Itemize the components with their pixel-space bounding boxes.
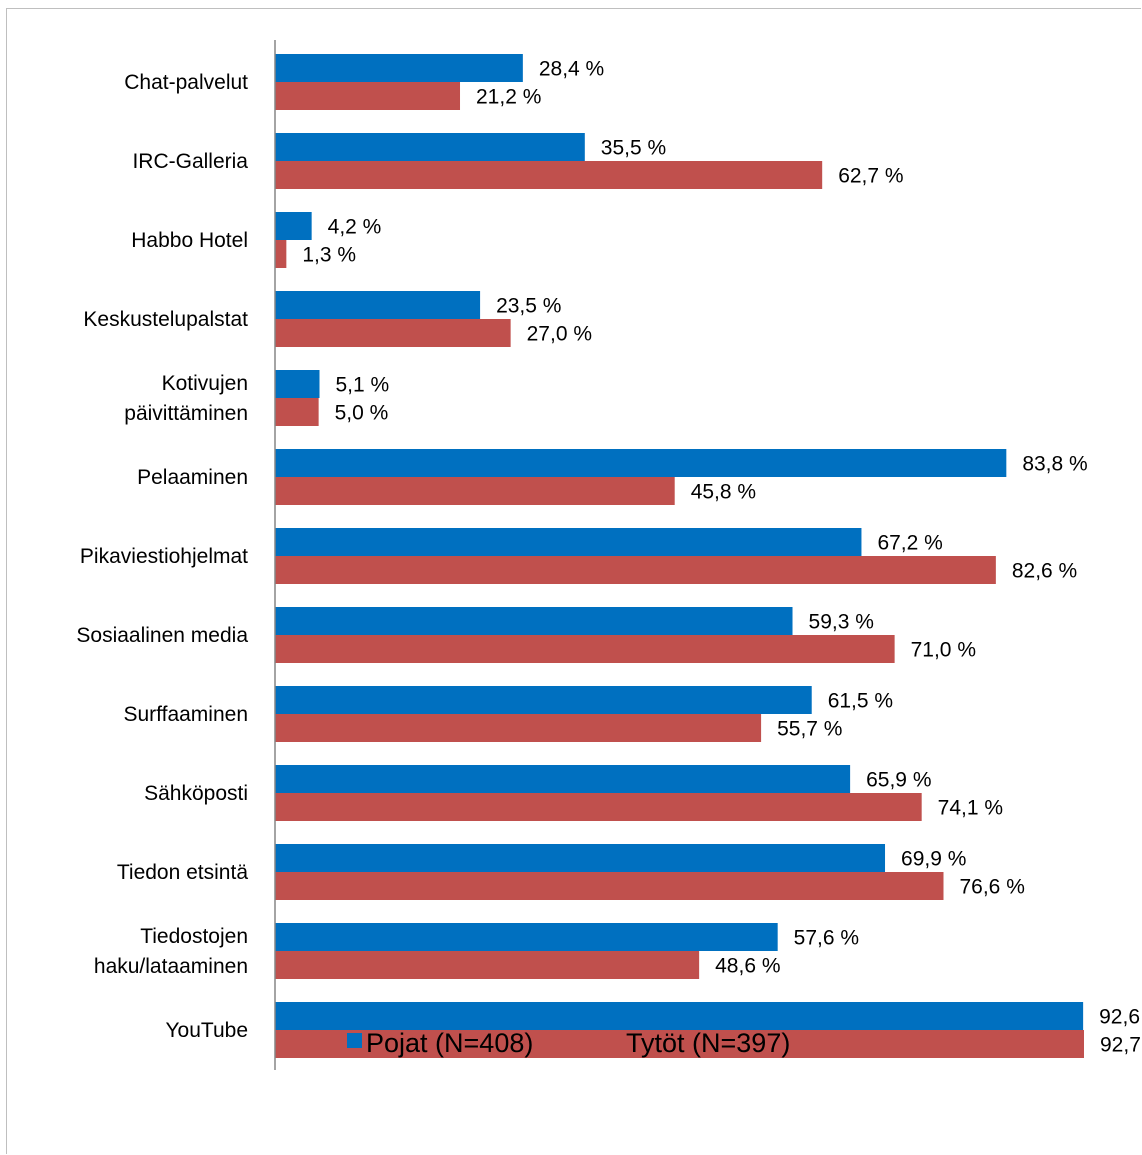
data-label: 71,0 % <box>911 639 976 662</box>
legend-label: Pojat (N=408) <box>366 1028 533 1058</box>
category-label-line: Chat-palvelut <box>124 71 248 94</box>
data-label: 45,8 % <box>691 481 756 504</box>
category-label-line: Keskustelupalstat <box>83 308 248 331</box>
bar-series-1 <box>275 54 523 82</box>
data-label: 69,9 % <box>901 848 966 871</box>
category-label-line: Kotivujen <box>162 372 248 395</box>
data-label: 21,2 % <box>476 86 541 109</box>
bars-layer <box>275 54 1084 1058</box>
bar-series-2 <box>275 556 996 584</box>
bar-series-1 <box>275 765 851 793</box>
bar-series-1 <box>275 370 320 398</box>
bar-series-1 <box>275 923 778 951</box>
bar-series-1 <box>275 212 312 240</box>
data-label: 1,3 % <box>302 244 356 267</box>
data-label: 28,4 % <box>539 58 604 81</box>
category-label-line: Sähköposti <box>144 782 248 805</box>
category-label-line: Sosiaalinen media <box>76 624 248 647</box>
category-label: Pelaaminen <box>137 466 248 489</box>
bar-series-2 <box>275 240 287 268</box>
bar-series-1 <box>275 686 812 714</box>
data-label: 5,1 % <box>336 374 390 397</box>
bar-series-1 <box>275 291 481 319</box>
category-label-line: haku/lataaminen <box>94 955 248 978</box>
data-label: 27,0 % <box>527 323 592 346</box>
category-label: Sähköposti <box>144 782 248 805</box>
category-label: Pikaviestiohjelmat <box>80 545 248 568</box>
category-label-line: Pelaaminen <box>137 466 248 489</box>
bar-series-2 <box>275 161 823 189</box>
bar-series-2 <box>275 319 511 347</box>
data-label: 4,2 % <box>328 216 382 239</box>
category-label-line: Pikaviestiohjelmat <box>80 545 248 568</box>
category-label: Chat-palvelut <box>124 71 248 94</box>
legend: Pojat (N=408) Tytöt (N=397) <box>347 1028 790 1058</box>
data-label: 65,9 % <box>866 769 931 792</box>
bar-series-2 <box>275 82 461 110</box>
bar-series-2 <box>275 872 944 900</box>
category-label: Kotivujen päivittäminen <box>124 372 248 425</box>
legend-label: Tytöt (N=397) <box>626 1028 790 1058</box>
bar-series-1 <box>275 133 585 161</box>
data-label: 55,7 % <box>777 718 842 741</box>
bar-series-2 <box>275 951 700 979</box>
category-labels: Chat-palvelut IRC-Galleria Habbo Hotel Kesk… <box>76 71 248 1042</box>
data-label: 92,7 % <box>1100 1034 1142 1057</box>
data-label: 35,5 % <box>601 137 666 160</box>
bar-series-2 <box>275 793 922 821</box>
category-label-line: Tiedostojen <box>140 925 248 948</box>
bar-series-1 <box>275 607 793 635</box>
bar-series-2 <box>275 714 762 742</box>
category-label: IRC-Galleria <box>132 150 248 173</box>
data-label: 59,3 % <box>809 611 874 634</box>
bar-series-2 <box>275 398 319 426</box>
category-label-line: IRC-Galleria <box>132 150 248 173</box>
data-label: 74,1 % <box>938 797 1003 820</box>
bar-series-1 <box>275 528 862 556</box>
category-label-line: Habbo Hotel <box>131 229 248 252</box>
data-label: 82,6 % <box>1012 560 1077 583</box>
data-label: 62,7 % <box>838 165 903 188</box>
category-label: Habbo Hotel <box>131 229 248 252</box>
category-label-line: YouTube <box>165 1019 248 1042</box>
data-label: 61,5 % <box>828 690 893 713</box>
category-label-line: Surffaaminen <box>123 703 248 726</box>
data-label: 23,5 % <box>496 295 561 318</box>
bar-series-2 <box>275 477 675 505</box>
category-label: Tiedostojen haku/lataaminen <box>94 925 248 978</box>
category-label-line: Tiedon etsintä <box>117 861 248 884</box>
data-label: 57,6 % <box>794 927 859 950</box>
category-label: Keskustelupalstat <box>83 308 248 331</box>
legend-swatch <box>347 1033 362 1048</box>
data-label: 48,6 % <box>715 955 780 978</box>
bar-series-2 <box>275 635 895 663</box>
bar-series-1 <box>275 844 886 872</box>
data-label: 76,6 % <box>959 876 1024 899</box>
data-label: 5,0 % <box>335 402 389 425</box>
data-label: 67,2 % <box>877 532 942 555</box>
category-label: Tiedon etsintä <box>117 861 248 884</box>
category-label: Surffaaminen <box>123 703 248 726</box>
data-label: 83,8 % <box>1022 453 1087 476</box>
bar-series-2 <box>275 1030 1084 1058</box>
bar-series-1 <box>275 1002 1084 1030</box>
bar-series-1 <box>275 449 1007 477</box>
category-label-line: päivittäminen <box>124 402 248 425</box>
category-label: Sosiaalinen media <box>76 624 248 647</box>
value-labels: 28,4 % 35,5 % 4,2 % 23,5 % 5,1 % 83,8 % 67,2 %… <box>302 58 1142 1057</box>
category-label: YouTube <box>165 1019 248 1042</box>
data-label: 92,6 % <box>1099 1006 1142 1029</box>
legend-swatch <box>606 1033 621 1048</box>
